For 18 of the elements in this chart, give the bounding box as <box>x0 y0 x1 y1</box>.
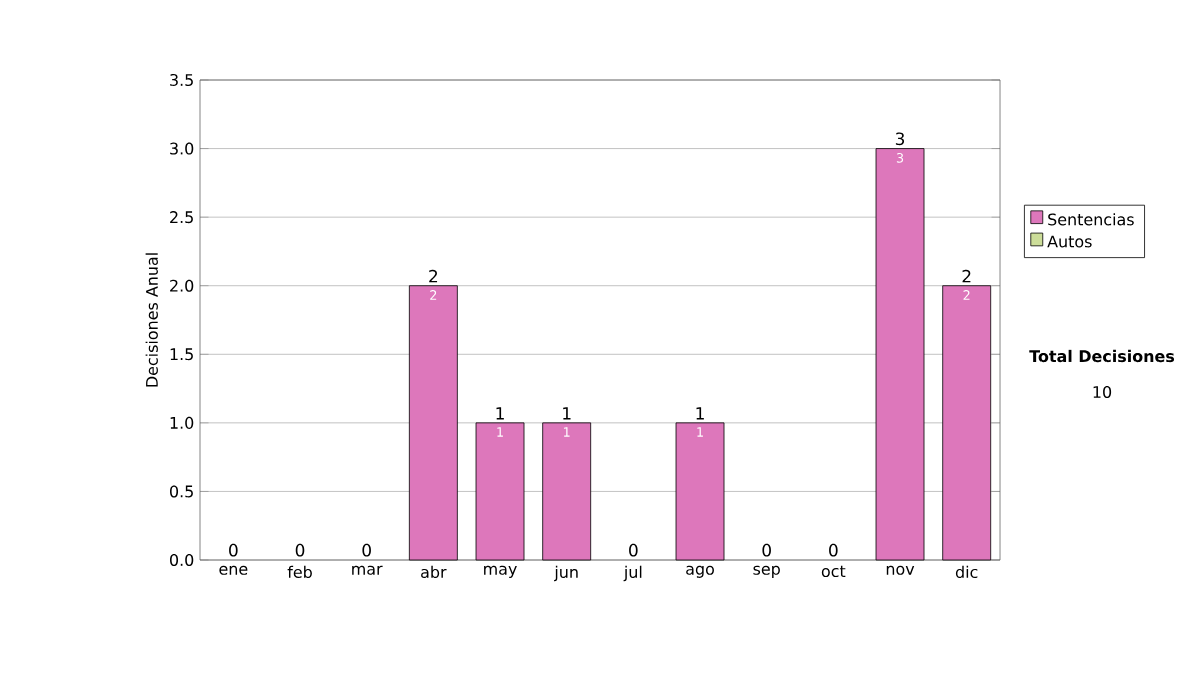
total-label: 0 <box>829 543 838 557</box>
bar <box>542 422 592 561</box>
total-label: 0 <box>629 543 638 557</box>
total-label: 0 <box>295 543 305 557</box>
total-label: 1 <box>496 407 504 420</box>
total-label: 3 <box>895 132 905 146</box>
total-label: 0 <box>229 543 238 557</box>
bar <box>675 422 725 561</box>
total-label: 1 <box>563 407 571 420</box>
total-label: 2 <box>429 269 438 283</box>
bar <box>875 148 925 561</box>
total-label: 2 <box>962 269 971 283</box>
total-label: 1 <box>696 407 704 420</box>
bar <box>942 285 992 561</box>
total-label: 0 <box>762 543 771 557</box>
total-label: 0 <box>362 543 371 557</box>
bar <box>475 422 525 561</box>
bar <box>408 285 458 561</box>
